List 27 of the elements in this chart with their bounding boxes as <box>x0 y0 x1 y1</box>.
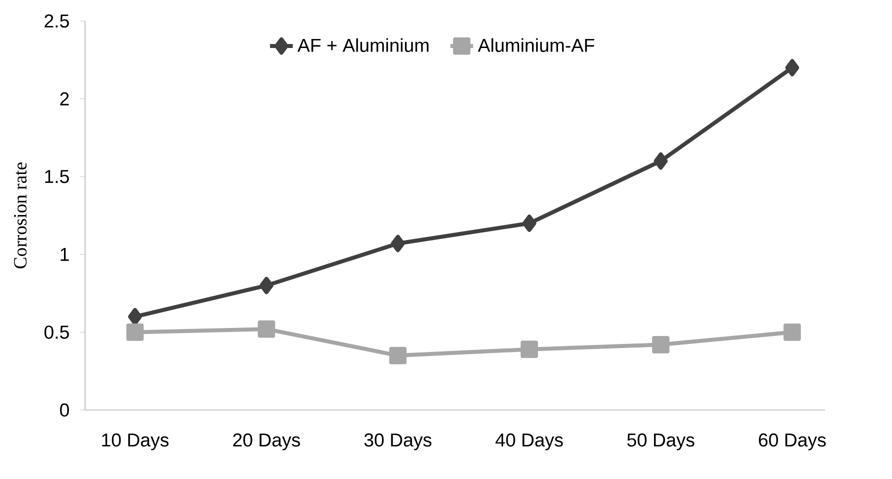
y-tick-label: 2 <box>60 92 69 106</box>
y-tick-label: 2.5 <box>44 14 69 28</box>
x-tick-label: 50 Days <box>627 433 694 450</box>
point <box>652 336 670 354</box>
x-tick-label: 20 Days <box>233 433 300 450</box>
point <box>128 308 142 326</box>
y-tick-label: 0 <box>60 403 69 417</box>
y-tick-label: 1.5 <box>45 170 69 184</box>
point <box>258 320 276 338</box>
point <box>785 59 800 76</box>
point <box>654 152 668 170</box>
legend-label: AF + Aluminium <box>298 38 428 52</box>
x-tick-label: 10 Days <box>102 433 169 450</box>
x-tick-label: 40 Days <box>496 433 563 450</box>
point <box>784 324 801 341</box>
x-tick-label: 30 Days <box>364 433 432 450</box>
point <box>520 340 538 358</box>
legend-label: Aluminium-AF <box>478 38 594 52</box>
point <box>390 234 405 252</box>
y-axis-title: Corrosion rate <box>14 162 27 268</box>
point <box>389 346 407 364</box>
point <box>126 324 144 341</box>
y-tick-label: 1 <box>60 248 69 261</box>
x-tick-label: 60 Days <box>758 433 826 450</box>
y-tick-label: 0.5 <box>44 326 69 339</box>
point <box>522 214 536 232</box>
point <box>259 276 274 294</box>
